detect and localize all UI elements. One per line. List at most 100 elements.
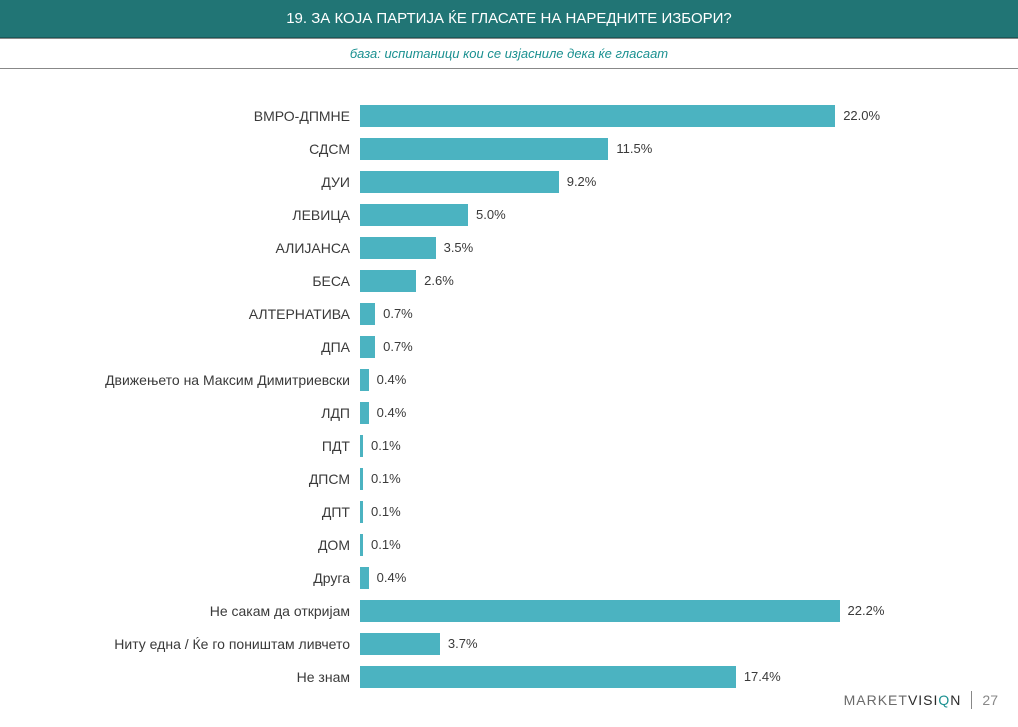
chart-bar-area: 3.5% [360, 237, 958, 259]
chart-bar-area: 22.0% [360, 105, 958, 127]
chart-bar [360, 435, 363, 457]
chart-bar-area: 0.4% [360, 402, 958, 424]
chart-bar [360, 468, 363, 490]
chart-bar [360, 336, 375, 358]
chart-value: 3.5% [444, 240, 474, 255]
bar-chart: ВМРО-ДПМНЕ 22.0% СДСМ 11.5% ДУИ 9.2% ЛЕВИЦА 5.0… [0, 69, 1018, 703]
chart-bar [360, 567, 369, 589]
chart-bar [360, 303, 375, 325]
chart-value: 0.7% [383, 306, 413, 321]
chart-label: Ниту една / Ќе го поништам ливчето [60, 636, 360, 652]
chart-value: 22.0% [843, 108, 880, 123]
chart-bar-area: 3.7% [360, 633, 958, 655]
chart-value: 0.1% [371, 471, 401, 486]
chart-row: Не знам 17.4% [60, 660, 958, 693]
brand-part2: VISI [908, 692, 938, 708]
chart-bar [360, 237, 436, 259]
chart-row: ДОМ0.1% [60, 528, 958, 561]
chart-bar [360, 402, 369, 424]
chart-label: БЕСА [60, 273, 360, 289]
chart-label: ДПТ [60, 504, 360, 520]
chart-label: СДСМ [60, 141, 360, 157]
chart-value: 2.6% [424, 273, 454, 288]
chart-label: Не сакам да откријам [60, 603, 360, 619]
chart-label: ДУИ [60, 174, 360, 190]
chart-row: ПДТ 0.1% [60, 429, 958, 462]
chart-label: АЛИЈАНСА [60, 240, 360, 256]
chart-row: ДПТ 0.1% [60, 495, 958, 528]
chart-bar-area: 9.2% [360, 171, 958, 193]
chart-value: 11.5% [616, 141, 652, 156]
chart-label: ДПА [60, 339, 360, 355]
chart-bar-area: 17.4% [360, 666, 958, 688]
chart-bar [360, 369, 369, 391]
chart-bar [360, 501, 363, 523]
chart-bar [360, 666, 736, 688]
chart-value: 9.2% [567, 174, 597, 189]
chart-value: 0.4% [377, 405, 407, 420]
chart-label: Не знам [60, 669, 360, 685]
chart-row: АЛИЈАНСА 3.5% [60, 231, 958, 264]
chart-row: ДУИ 9.2% [60, 165, 958, 198]
chart-bar-area: 5.0% [360, 204, 958, 226]
chart-row: СДСМ 11.5% [60, 132, 958, 165]
chart-label: Друга [60, 570, 360, 586]
chart-bar [360, 600, 840, 622]
chart-label: АЛТЕРНАТИВА [60, 306, 360, 322]
chart-bar [360, 138, 608, 160]
chart-bar-area: 0.4% [360, 369, 958, 391]
brand-part1: MARKET [844, 692, 908, 708]
chart-bar-area: 0.7% [360, 336, 958, 358]
chart-bar-area: 0.7% [360, 303, 958, 325]
chart-label: ВМРО-ДПМНЕ [60, 108, 360, 124]
chart-bar [360, 270, 416, 292]
chart-bar [360, 204, 468, 226]
chart-bar-area: 22.2% [360, 600, 958, 622]
chart-bar-area: 0.1% [360, 435, 958, 457]
chart-row: Не сакам да откријам 22.2% [60, 594, 958, 627]
chart-row: ДПА 0.7% [60, 330, 958, 363]
chart-row: ДПСМ 0.1% [60, 462, 958, 495]
chart-bar-area: 0.1% [360, 468, 958, 490]
chart-bar [360, 171, 559, 193]
chart-value: 0.4% [377, 570, 407, 585]
chart-value: 5.0% [476, 207, 506, 222]
chart-row: ЛДП 0.4% [60, 396, 958, 429]
chart-value: 17.4% [744, 669, 781, 684]
chart-label: ПДТ [60, 438, 360, 454]
chart-value: 0.1% [371, 438, 401, 453]
subtitle-text: база: испитаници кои се изјасниле дека ќ… [350, 46, 668, 61]
chart-row: АЛТЕРНАТИВА 0.7% [60, 297, 958, 330]
chart-label: ЛЕВИЦА [60, 207, 360, 223]
subtitle-bar: база: испитаници кои се изјасниле дека ќ… [0, 38, 1018, 69]
footer-divider [971, 691, 972, 709]
chart-value: 0.1% [371, 537, 401, 552]
chart-value: 3.7% [448, 636, 478, 651]
page-title: 19. ЗА КОЈА ПАРТИЈА ЌЕ ГЛАСАТЕ НА НАРЕДН… [286, 10, 732, 27]
chart-row: БЕСА 2.6% [60, 264, 958, 297]
chart-row: Друга 0.4% [60, 561, 958, 594]
brand-accent: Q [938, 692, 950, 708]
chart-row: Движењето на Максим Димитриевски0.4% [60, 363, 958, 396]
chart-row: ЛЕВИЦА 5.0% [60, 198, 958, 231]
page-number: 27 [982, 692, 998, 708]
chart-value: 0.1% [371, 504, 401, 519]
chart-bar-area: 11.5% [360, 138, 958, 160]
chart-label: ЛДП [60, 405, 360, 421]
brand-part4: N [950, 692, 961, 708]
brand-logo: MARKETVISIQN [844, 692, 962, 708]
chart-bar-area: 0.1% [360, 501, 958, 523]
chart-bar-area: 2.6% [360, 270, 958, 292]
chart-value: 22.2% [848, 603, 885, 618]
chart-value: 0.7% [383, 339, 413, 354]
chart-value: 0.4% [377, 372, 407, 387]
chart-label: ДПСМ [60, 471, 360, 487]
chart-bar-area: 0.4% [360, 567, 958, 589]
footer: MARKETVISIQN 27 [844, 691, 998, 709]
chart-bar [360, 534, 363, 556]
chart-bar [360, 633, 440, 655]
title-bar: 19. ЗА КОЈА ПАРТИЈА ЌЕ ГЛАСАТЕ НА НАРЕДН… [0, 0, 1018, 38]
chart-bar [360, 105, 835, 127]
chart-row: Ниту една / Ќе го поништам ливчето 3.7% [60, 627, 958, 660]
chart-bar-area: 0.1% [360, 534, 958, 556]
